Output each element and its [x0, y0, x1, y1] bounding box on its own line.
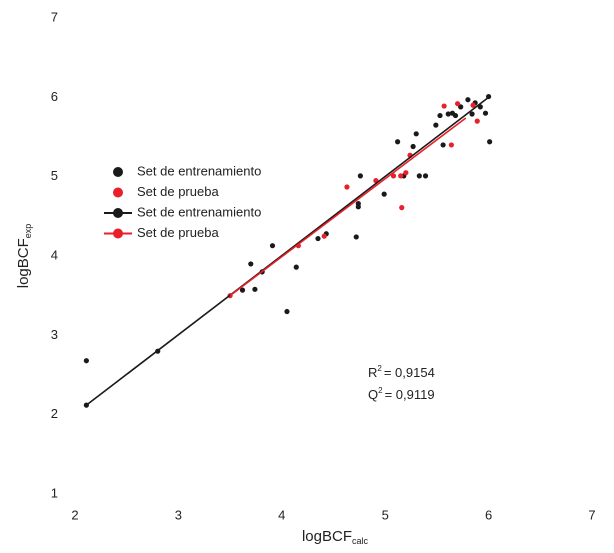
data-point	[355, 201, 361, 207]
data-point	[469, 111, 475, 117]
y-axis-label-sub: exp	[23, 224, 33, 239]
x-tick-label: 4	[278, 507, 285, 522]
data-point	[344, 184, 350, 190]
annotation-base: R	[368, 365, 377, 380]
data-point	[293, 264, 299, 270]
data-point	[452, 112, 459, 119]
data-point	[269, 243, 276, 249]
y-tick-label: 2	[51, 406, 58, 421]
legend-label: Set de prueba	[137, 225, 219, 240]
data-point	[474, 118, 480, 124]
fit-line	[85, 95, 491, 406]
y-tick-label: 7	[51, 9, 58, 24]
data-point	[248, 261, 254, 267]
x-axis-label-sub: calc	[352, 536, 369, 546]
data-point	[454, 101, 461, 107]
y-tick-label: 1	[51, 485, 58, 500]
data-point	[252, 286, 258, 292]
data-point	[357, 173, 363, 179]
y-axis-label: logBCFexp	[15, 224, 33, 289]
x-tick-label: 2	[71, 507, 78, 522]
data-point	[416, 173, 422, 179]
data-point	[239, 287, 246, 293]
annotation-sup: 2	[377, 364, 382, 373]
y-tick-label: 3	[51, 327, 58, 342]
x-tick-label: 5	[382, 507, 389, 522]
data-point	[465, 97, 471, 103]
data-point	[413, 131, 419, 137]
y-axis-label-main: logBCF	[15, 238, 32, 288]
data-point	[321, 233, 327, 239]
x-axis-label-main: logBCF	[302, 528, 352, 545]
legend-marker	[113, 187, 123, 198]
data-point	[470, 102, 476, 108]
data-point	[482, 110, 489, 116]
data-point	[399, 205, 405, 211]
data-point	[487, 139, 493, 145]
data-point	[441, 103, 447, 109]
data-point	[284, 308, 290, 315]
data-point	[410, 143, 416, 150]
y-tick-label: 5	[51, 168, 58, 183]
x-tick-label: 3	[175, 507, 182, 522]
data-point	[403, 170, 409, 176]
y-tick-label: 4	[51, 247, 58, 262]
y-tick-label: 6	[51, 89, 58, 104]
data-point	[422, 173, 429, 179]
data-point	[440, 142, 446, 148]
data-point	[353, 234, 359, 240]
legend-label: Set de prueba	[137, 184, 219, 199]
data-point	[315, 235, 321, 242]
data-point	[433, 122, 439, 128]
data-point	[437, 112, 443, 119]
data-point	[83, 358, 89, 364]
data-point	[390, 173, 397, 179]
annotation: Q2 = 0,9119	[368, 386, 435, 402]
fit-line	[229, 117, 467, 297]
data-point	[398, 173, 404, 179]
data-point	[395, 139, 401, 145]
legend-marker	[113, 228, 123, 239]
legend-marker	[113, 167, 123, 177]
data-point	[381, 191, 387, 197]
legend-label: Set de entrenamiento	[137, 204, 261, 219]
annotation-base: Q	[368, 387, 378, 402]
annotation-sup: 2	[378, 386, 383, 395]
x-tick-label: 7	[588, 507, 595, 522]
legend-marker	[113, 208, 123, 218]
data-point	[448, 142, 454, 148]
annotation: R2 = 0,9154	[368, 364, 435, 380]
annotation-rest: = 0,9154	[384, 365, 435, 380]
annotation-rest: = 0,9119	[385, 387, 435, 402]
x-tick-label: 6	[485, 507, 492, 522]
legend-label: Set de entrenamiento	[137, 163, 261, 178]
x-axis-label: logBCFcalc	[302, 528, 369, 546]
data-point	[445, 111, 451, 117]
